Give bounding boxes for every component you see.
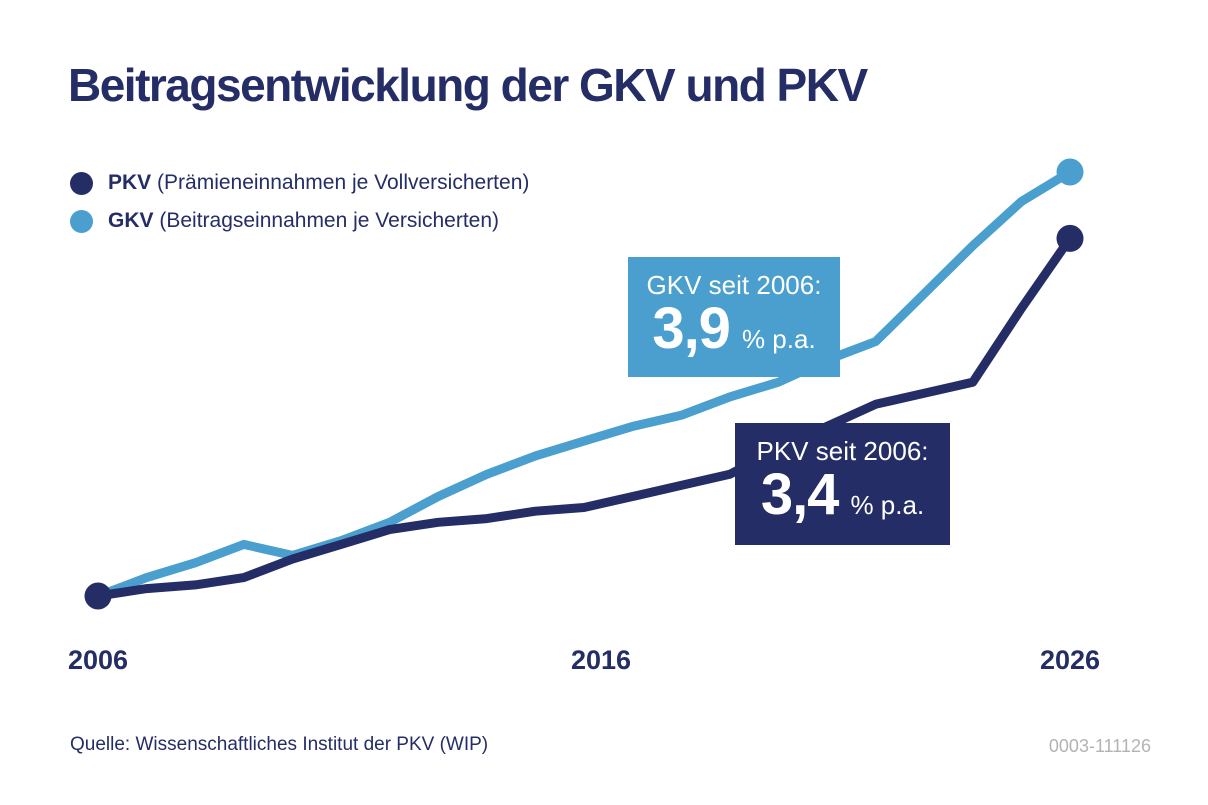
pkv-line xyxy=(93,233,1075,601)
pkv-callout-unit: % p.a. xyxy=(850,490,925,520)
gkv-callout-unit: % p.a. xyxy=(741,324,816,354)
legend-item-pkv: PKV (Prämieneinnahmen je Vollversicherte… xyxy=(70,170,529,196)
gkv-legend-dot-icon xyxy=(70,209,93,233)
pkv-legend-label: PKV (Prämieneinnahmen je Vollversicherte… xyxy=(108,171,530,194)
page-title: Beitragsentwicklung der GKV und PKV xyxy=(68,59,868,111)
x-axis-label-2026: 2026 xyxy=(1039,645,1101,675)
gkv-callout-title: GKV seit 2006: xyxy=(646,270,822,300)
gkv-endpoint-dot xyxy=(1056,158,1084,186)
pkv-callout-valuerow: 3,4 % p.a. xyxy=(735,463,950,527)
document-code: 0003-111126 xyxy=(1048,736,1151,756)
pkv-endpoint-dot xyxy=(1056,224,1084,252)
x-axis-label-2016: 2016 xyxy=(570,645,632,675)
legend: PKV (Prämieneinnahmen je Vollversicherte… xyxy=(70,170,529,246)
pkv-callout-value: 3,4 xyxy=(760,462,840,527)
gkv-legend-label: GKV (Beitragseinnahmen je Versicherten) xyxy=(108,209,500,232)
pkv-callout: PKV seit 2006: 3,4 % p.a. xyxy=(735,423,950,545)
pkv-legend-dot-icon xyxy=(70,171,93,195)
gkv-callout: GKV seit 2006: 3,9 % p.a. xyxy=(628,257,840,377)
x-axis-label-2006: 2006 xyxy=(67,645,129,675)
pkv-start-dot xyxy=(84,582,112,610)
source-note: Quelle: Wissenschaftliches Institut der … xyxy=(70,734,489,755)
pkv-callout-title: PKV seit 2006: xyxy=(756,436,929,466)
gkv-callout-value: 3,9 xyxy=(652,296,731,361)
legend-item-gkv: GKV (Beitragseinnahmen je Versicherten) xyxy=(70,208,529,234)
gkv-line xyxy=(93,167,1075,601)
gkv-callout-valuerow: 3,9 % p.a. xyxy=(628,297,840,361)
